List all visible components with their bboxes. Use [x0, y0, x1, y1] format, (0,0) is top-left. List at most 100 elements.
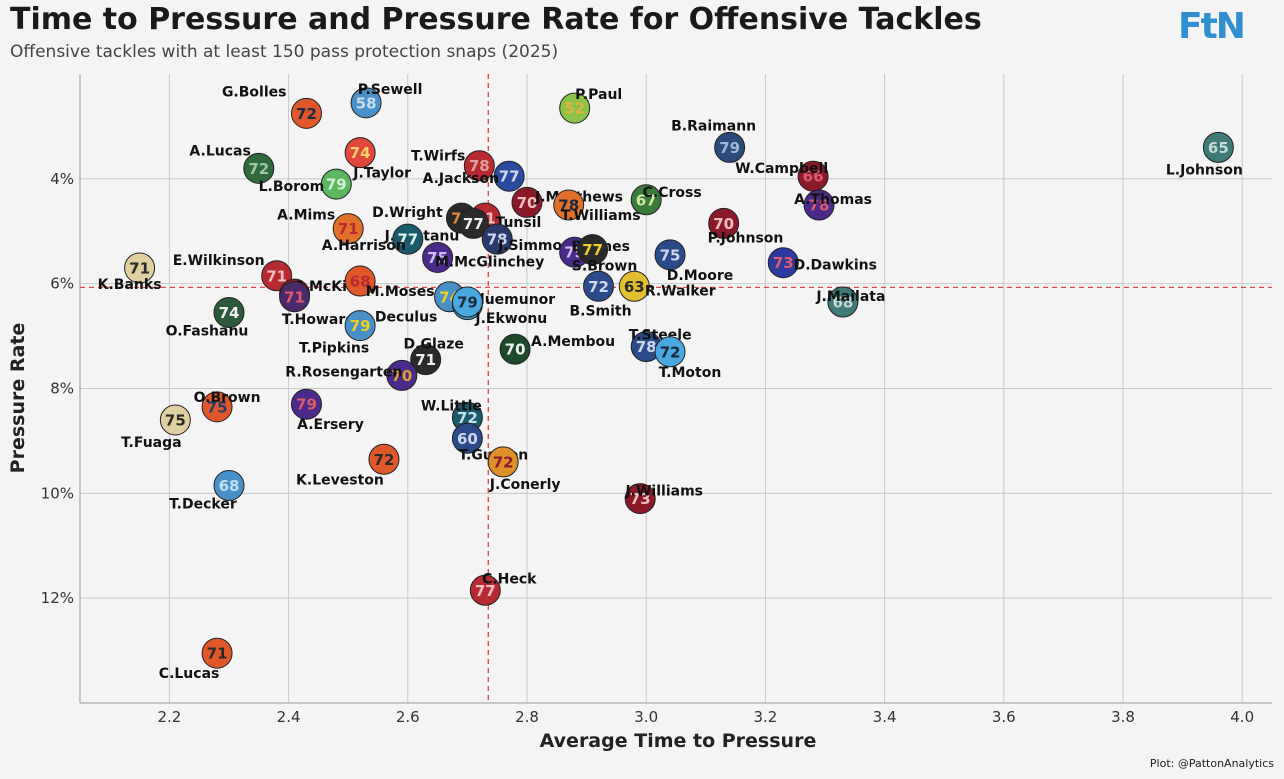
point-marker — [368, 443, 400, 475]
x-tick-label: 3.8 — [1111, 708, 1135, 726]
point-marker — [559, 92, 591, 124]
point-label: R.Walker — [645, 283, 716, 299]
point-marker — [469, 574, 501, 606]
point-label: A.Jackson — [423, 171, 500, 187]
point-label: T.Decker — [169, 496, 237, 512]
point-grade: 75 — [660, 246, 681, 264]
data-point: 78T.Wirfs — [411, 149, 495, 182]
data-point: 73 D.Dawkins — [767, 247, 877, 279]
point-marker — [487, 446, 519, 478]
point-marker — [493, 160, 525, 192]
point-marker — [481, 223, 513, 255]
point-marker — [213, 469, 245, 501]
point-grade: 79 — [326, 176, 347, 194]
point-grade: 79 — [350, 317, 371, 335]
x-tick-label: 4.0 — [1230, 708, 1254, 726]
point-grade: 74 — [219, 304, 240, 322]
ftn-logo: FtN — [1178, 6, 1246, 47]
point-grade: 77 — [582, 241, 603, 259]
point-grade: 60 — [457, 430, 478, 448]
data-point: 77S.Brown — [572, 234, 637, 275]
point-grade: 68 — [219, 477, 240, 495]
point-label: M.Moses — [366, 284, 435, 300]
data-point: 72A.Lucas — [189, 143, 275, 184]
point-grade: 78 — [809, 197, 830, 215]
point-grade: 71 — [266, 267, 287, 285]
point-grade: 75 — [427, 249, 448, 267]
data-point: 75M.McGlinchey — [422, 241, 544, 273]
chart-subtitle: Offensive tackles with at least 150 pass… — [10, 42, 559, 62]
x-tick-label: 3.0 — [634, 708, 658, 726]
point-label: C.Heck — [482, 571, 537, 587]
point-marker — [451, 422, 483, 454]
point-marker — [618, 270, 650, 302]
data-point: 79L.Borom — [259, 168, 352, 200]
point-label: J.Mailata — [815, 289, 885, 305]
point-label: B.Raimann — [671, 118, 756, 134]
point-label: O.Brown — [194, 390, 261, 406]
point-grade: 65 — [1208, 139, 1229, 157]
point-grade: 71 — [415, 351, 436, 369]
point-grade: 71 — [129, 259, 150, 277]
x-tick-label: 2.2 — [157, 708, 181, 726]
x-tick-label: 2.8 — [515, 708, 539, 726]
point-grade: 72 — [493, 453, 514, 471]
data-point: 78A.Thomas — [794, 189, 872, 221]
point-marker — [290, 97, 322, 129]
x-axis-ticks: 2.2 2.4 2.6 2.8 3.0 3.2 3.4 3.6 3.8 4.0 — [157, 708, 1254, 726]
x-tick-label: 3.2 — [753, 708, 777, 726]
point-marker — [290, 388, 322, 420]
point-marker — [320, 168, 352, 200]
point-marker — [827, 286, 859, 318]
point-label: T.Fuaga — [121, 435, 182, 451]
data-point: 52P.Paul — [559, 87, 622, 124]
point-grade: 68 — [350, 273, 371, 291]
data-point: 71D.Glaze — [404, 337, 464, 376]
point-grade: 58 — [356, 94, 377, 112]
data-point: 68M.Moses — [344, 265, 435, 300]
point-marker — [344, 310, 376, 342]
data-point: 71 C.Lucas — [159, 637, 233, 682]
point-label: A.Harrison — [322, 238, 406, 254]
point-marker — [654, 336, 686, 368]
point-grade: 72 — [660, 343, 681, 361]
data-point: 72 G.Bolles — [222, 84, 322, 129]
data-point: 77A.Jackson — [423, 160, 525, 192]
point-grade: 72 — [457, 409, 478, 427]
y-tick-label: 10% — [41, 484, 74, 502]
data-point: 75O.Brown — [194, 390, 261, 423]
point-grade: 77 — [475, 582, 496, 600]
point-label: R.Rosengarten — [285, 364, 402, 380]
point-grade: 63 — [624, 278, 645, 296]
y-tick-label: 6% — [50, 275, 74, 293]
data-point: 67C.Cross — [630, 184, 702, 216]
plot-credit: Plot: @PattonAnalytics — [1149, 757, 1274, 770]
data-point: 58P.Sewell — [350, 82, 422, 119]
data-point: 79 A.Ersery — [290, 388, 364, 433]
point-grade: 79 — [457, 294, 478, 312]
point-label: P.Paul — [575, 87, 622, 103]
point-label: A.Thomas — [794, 192, 872, 208]
point-marker — [243, 152, 275, 184]
chart-title: Time to Pressure and Pressure Rate for O… — [10, 2, 982, 37]
point-label: A.Lucas — [189, 143, 250, 159]
data-point: 68T.Decker — [169, 469, 245, 512]
point-marker — [392, 223, 424, 255]
point-marker — [159, 404, 191, 436]
point-grade: 70 — [505, 341, 526, 359]
point-label: A.Membou — [531, 334, 615, 350]
point-grade: 74 — [350, 144, 371, 162]
point-grade: 78 — [636, 338, 657, 356]
ftn-logo-text: FtN — [1178, 6, 1246, 47]
point-label: J.Conerly — [489, 477, 561, 493]
point-marker — [457, 207, 489, 239]
point-marker — [1202, 131, 1234, 163]
data-point: 73J.Williams — [624, 483, 703, 515]
point-grade: 68 — [832, 294, 853, 312]
point-marker — [714, 131, 746, 163]
data-point: 79 T.Pipkins — [299, 310, 376, 357]
y-tick-label: 12% — [41, 589, 74, 607]
point-marker — [577, 234, 609, 266]
point-grade: 77 — [499, 168, 520, 186]
